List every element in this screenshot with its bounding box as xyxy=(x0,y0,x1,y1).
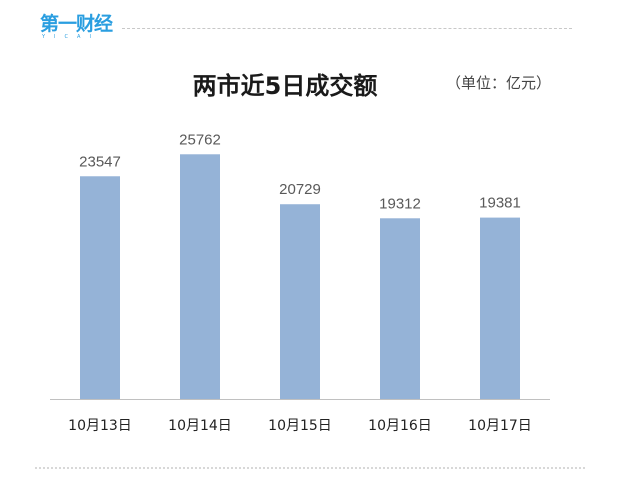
bar xyxy=(480,217,520,399)
unit-label: （单位：亿元） xyxy=(446,74,552,92)
top-divider xyxy=(122,28,572,29)
bar xyxy=(280,204,320,399)
x-tick-label: 10月14日 xyxy=(168,418,232,434)
yicai-logo: 第一财经 YICAI xyxy=(40,13,113,40)
bar xyxy=(380,218,420,399)
logo-main: 第一财经 xyxy=(40,13,113,35)
logo-sub: YICAI xyxy=(42,34,100,40)
data-label: 20729 xyxy=(279,181,321,198)
bar xyxy=(80,176,120,399)
bar xyxy=(180,154,220,399)
x-tick-label: 10月15日 xyxy=(268,418,332,434)
data-label: 25762 xyxy=(179,131,221,148)
data-label: 19312 xyxy=(379,195,421,212)
x-tick-label: 10月17日 xyxy=(468,418,532,434)
data-label: 19381 xyxy=(479,195,521,212)
chart-title: 两市近5日成交额 xyxy=(192,72,378,100)
data-label: 23547 xyxy=(79,153,121,170)
x-tick-label: 10月13日 xyxy=(68,418,132,434)
bottom-divider xyxy=(35,467,585,469)
x-tick-label: 10月16日 xyxy=(368,418,432,434)
